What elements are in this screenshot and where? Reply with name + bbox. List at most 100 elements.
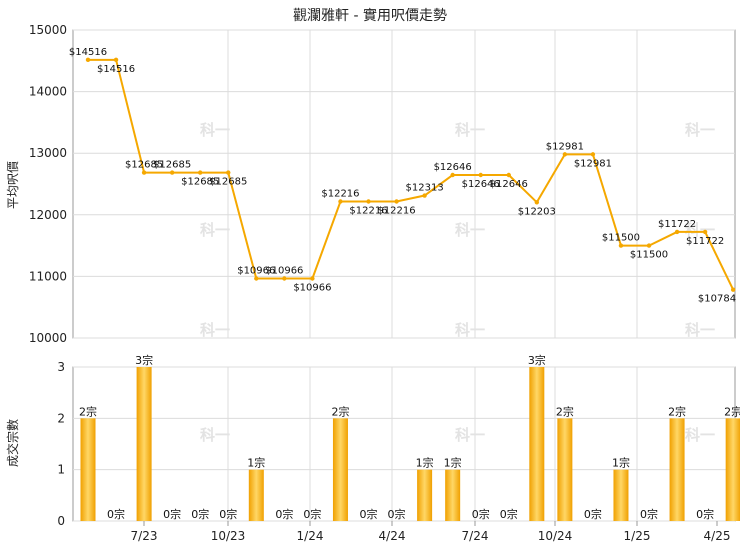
chart-title: 觀瀾雅軒 - 實用呎價走勢 xyxy=(293,7,447,24)
price-point-label: $12216 xyxy=(321,188,359,199)
watermark-text: 科一 xyxy=(685,221,715,239)
price-point-label: $12216 xyxy=(377,205,415,216)
volume-bar xyxy=(557,418,573,521)
price-point-label: $12685 xyxy=(153,160,191,171)
x-tick-label: 10/24 xyxy=(538,529,573,543)
price-point-label: $12203 xyxy=(518,206,556,217)
price-point xyxy=(646,243,652,248)
price-point-label: $10966 xyxy=(293,282,331,293)
volume-bar-label: 0宗 xyxy=(696,507,714,521)
price-point xyxy=(198,170,203,175)
price-y-tick-label: 14000 xyxy=(29,85,67,99)
volume-bar-label: 2宗 xyxy=(556,404,574,418)
volume-y-tick-label: 1 xyxy=(57,463,65,477)
price-point-label: $12981 xyxy=(574,158,612,169)
price-point-label: $12313 xyxy=(406,183,444,194)
volume-bar-label: 0宗 xyxy=(472,507,490,521)
watermark-text: 科一 xyxy=(685,321,715,339)
price-point-label: $11722 xyxy=(686,236,724,247)
volume-bar xyxy=(248,469,264,521)
volume-bar xyxy=(725,418,740,521)
price-point xyxy=(730,287,736,292)
price-point-label: $12646 xyxy=(434,162,472,173)
price-point xyxy=(422,193,427,198)
price-point-label: $12646 xyxy=(490,179,528,190)
volume-y-axis-label: 成交宗數 xyxy=(5,419,20,467)
price-point xyxy=(394,199,399,204)
watermark-text: 科一 xyxy=(455,321,485,339)
watermark-text: 科一 xyxy=(200,121,230,139)
volume-bar-label: 3宗 xyxy=(528,353,546,367)
volume-bar-label: 2宗 xyxy=(331,404,349,418)
volume-bar xyxy=(417,469,433,521)
price-point-label: $12685 xyxy=(181,177,219,188)
price-point xyxy=(534,200,540,205)
watermark-text: 科一 xyxy=(200,221,230,239)
volume-bar-label: 0宗 xyxy=(584,507,602,521)
volume-bar xyxy=(332,418,348,521)
price-point xyxy=(254,276,259,281)
volume-bar-label: 1宗 xyxy=(444,456,462,470)
price-point xyxy=(113,57,119,63)
watermark-text: 科一 xyxy=(200,321,230,339)
price-y-tick-label: 15000 xyxy=(29,23,67,37)
volume-bar-label: 2宗 xyxy=(668,404,686,418)
price-point xyxy=(562,152,568,157)
volume-bar-label: 0宗 xyxy=(163,507,181,521)
watermark-text: 科一 xyxy=(200,426,230,444)
price-point xyxy=(450,172,455,178)
x-tick-label: 7/23 xyxy=(131,529,158,543)
volume-bar-label: 0宗 xyxy=(275,507,293,521)
volume-bar xyxy=(613,469,629,521)
x-tick-label: 1/25 xyxy=(624,529,651,543)
price-point-label: $12216 xyxy=(349,205,387,216)
volume-bar-label: 2宗 xyxy=(79,404,97,418)
volume-bar xyxy=(136,367,152,521)
price-point xyxy=(674,229,680,235)
volume-bar-label: 1宗 xyxy=(416,456,434,470)
volume-bar-label: 0宗 xyxy=(219,507,237,521)
volume-bar-label: 0宗 xyxy=(303,507,321,521)
price-point-label: $10966 xyxy=(237,265,275,276)
price-point-label: $12685 xyxy=(125,160,163,171)
x-tick-label: 4/25 xyxy=(704,529,731,543)
price-point xyxy=(338,199,343,204)
volume-bar-label: 0宗 xyxy=(360,507,378,521)
volume-bar-label: 0宗 xyxy=(107,507,125,521)
volume-y-tick-label: 0 xyxy=(57,514,65,528)
price-y-tick-label: 13000 xyxy=(29,146,67,160)
volume-bar-label: 0宗 xyxy=(388,507,406,521)
price-point xyxy=(85,57,91,63)
price-point-label: $11500 xyxy=(630,250,668,261)
price-point-label: $14516 xyxy=(69,47,107,58)
price-point xyxy=(478,172,483,178)
x-tick-label: 1/24 xyxy=(297,529,324,543)
price-point xyxy=(366,199,371,204)
x-tick-label: 7/24 xyxy=(462,529,489,543)
price-point xyxy=(282,276,287,281)
watermark-text: 科一 xyxy=(455,221,485,239)
price-point-label: $11500 xyxy=(602,233,640,244)
volume-bar-label: 0宗 xyxy=(500,507,518,521)
volume-bar-label: 1宗 xyxy=(612,456,630,470)
volume-bar xyxy=(529,367,545,521)
price-point-label: $10784 xyxy=(698,294,736,305)
watermark-text: 科一 xyxy=(455,426,485,444)
price-point xyxy=(310,276,315,281)
volume-y-tick-label: 2 xyxy=(57,411,65,425)
price-point-label: $11722 xyxy=(658,219,696,230)
volume-bar-label: 1宗 xyxy=(247,456,265,470)
price-y-tick-label: 11000 xyxy=(29,269,67,283)
price-point xyxy=(226,170,231,175)
price-point-label: $12685 xyxy=(209,177,247,188)
watermark-text: 科一 xyxy=(685,121,715,139)
volume-bar xyxy=(445,469,461,521)
price-y-tick-label: 10000 xyxy=(29,331,67,345)
x-tick-label: 4/24 xyxy=(379,529,406,543)
volume-bar-label: 0宗 xyxy=(191,507,209,521)
volume-bar-label: 0宗 xyxy=(640,507,658,521)
watermark-text: 科一 xyxy=(455,121,485,139)
x-tick-label: 10/23 xyxy=(211,529,246,543)
price-point xyxy=(618,243,624,248)
